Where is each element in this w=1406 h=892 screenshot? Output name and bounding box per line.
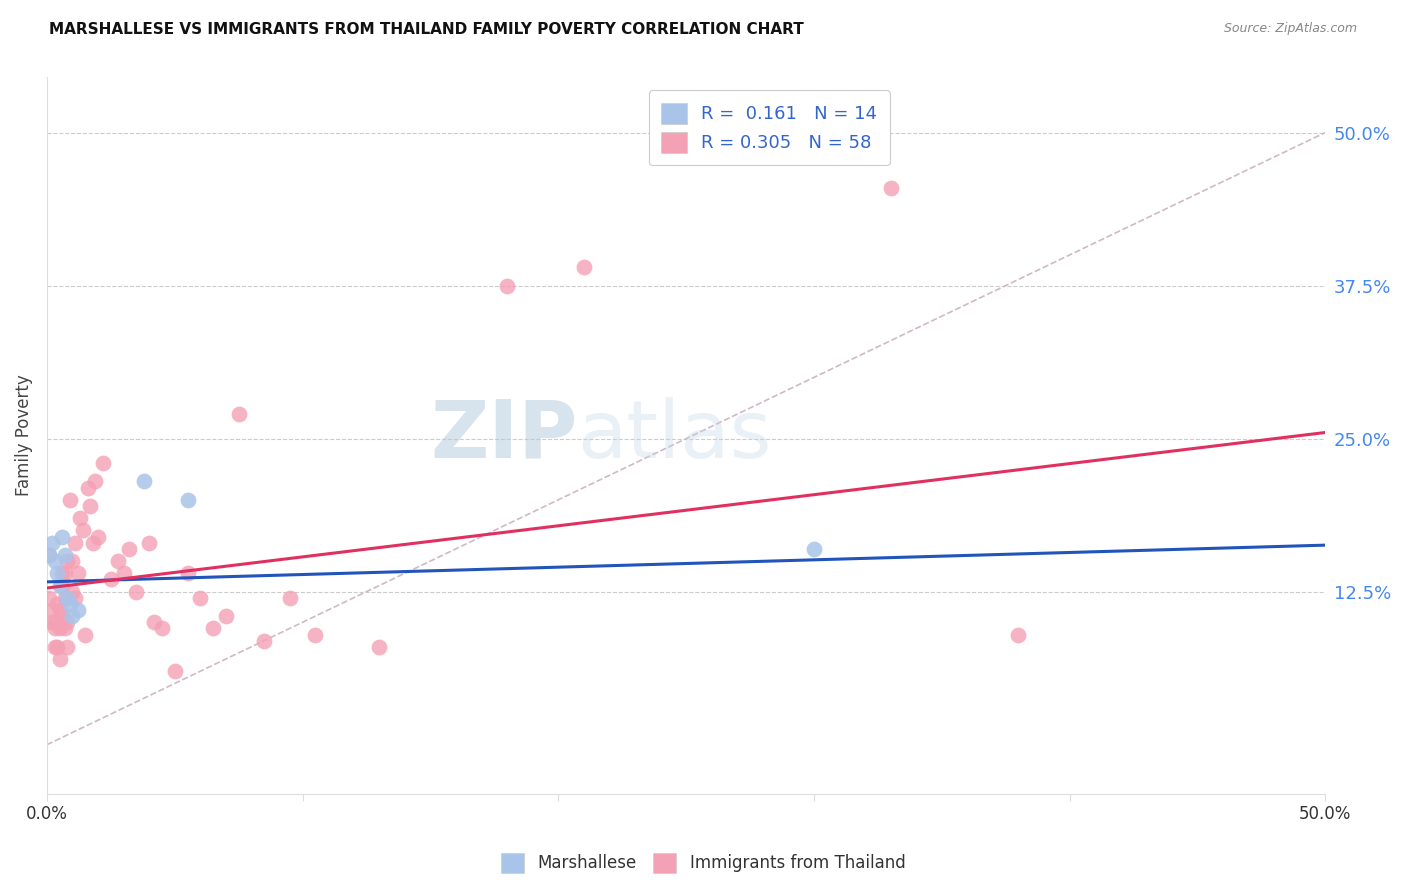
Point — [879, 180, 901, 194]
Point — [53, 548, 76, 562]
Point — [41, 615, 63, 630]
Point — [53, 566, 76, 581]
Point — [1007, 627, 1029, 641]
Point — [72, 524, 94, 538]
Point — [176, 566, 198, 581]
Text: MARSHALLESE VS IMMIGRANTS FROM THAILAND FAMILY POVERTY CORRELATION CHART: MARSHALLESE VS IMMIGRANTS FROM THAILAND … — [49, 22, 804, 37]
Point — [79, 499, 101, 513]
Point — [46, 640, 69, 654]
Point — [100, 573, 122, 587]
Point — [51, 578, 73, 592]
Point — [56, 591, 79, 605]
Point — [107, 554, 129, 568]
Point — [62, 584, 84, 599]
Point — [59, 492, 82, 507]
Point — [228, 407, 250, 421]
Point — [44, 554, 66, 568]
Point — [63, 591, 86, 605]
Point — [59, 597, 82, 611]
Point — [66, 566, 89, 581]
Text: Source: ZipAtlas.com: Source: ZipAtlas.com — [1223, 22, 1357, 36]
Point — [63, 535, 86, 549]
Point — [91, 456, 114, 470]
Point — [163, 665, 186, 679]
Point — [496, 278, 519, 293]
Point — [48, 621, 70, 635]
Point — [803, 541, 825, 556]
Point — [46, 597, 69, 611]
Y-axis label: Family Poverty: Family Poverty — [15, 375, 32, 497]
Point — [202, 621, 225, 635]
Text: ZIP: ZIP — [430, 397, 578, 475]
Point — [125, 584, 148, 599]
Point — [41, 535, 63, 549]
Point — [56, 615, 79, 630]
Point — [62, 609, 84, 624]
Point — [112, 566, 135, 581]
Point — [188, 591, 211, 605]
Point — [253, 633, 276, 648]
Point — [51, 609, 73, 624]
Point — [368, 640, 391, 654]
Point — [56, 554, 79, 568]
Point — [82, 535, 104, 549]
Point — [38, 591, 60, 605]
Point — [84, 475, 107, 489]
Point — [48, 652, 70, 666]
Point — [87, 530, 110, 544]
Point — [278, 591, 301, 605]
Point — [215, 609, 238, 624]
Point — [572, 260, 595, 275]
Point — [56, 640, 79, 654]
Point — [44, 615, 66, 630]
Point — [51, 566, 73, 581]
Point — [150, 621, 173, 635]
Point — [118, 541, 141, 556]
Legend: R =  0.161   N = 14, R = 0.305   N = 58: R = 0.161 N = 14, R = 0.305 N = 58 — [648, 90, 890, 165]
Point — [38, 548, 60, 562]
Legend: Marshallese, Immigrants from Thailand: Marshallese, Immigrants from Thailand — [494, 847, 912, 880]
Point — [138, 535, 160, 549]
Point — [44, 640, 66, 654]
Point — [75, 627, 97, 641]
Point — [304, 627, 326, 641]
Point — [48, 603, 70, 617]
Point — [41, 603, 63, 617]
Point — [51, 530, 73, 544]
Point — [62, 554, 84, 568]
Point — [53, 621, 76, 635]
Point — [76, 481, 98, 495]
Point — [176, 492, 198, 507]
Point — [69, 511, 91, 525]
Point — [53, 591, 76, 605]
Point — [38, 548, 60, 562]
Text: atlas: atlas — [578, 397, 772, 475]
Point — [44, 621, 66, 635]
Point — [132, 475, 155, 489]
Point — [46, 566, 69, 581]
Point — [48, 578, 70, 592]
Point — [66, 603, 89, 617]
Point — [143, 615, 166, 630]
